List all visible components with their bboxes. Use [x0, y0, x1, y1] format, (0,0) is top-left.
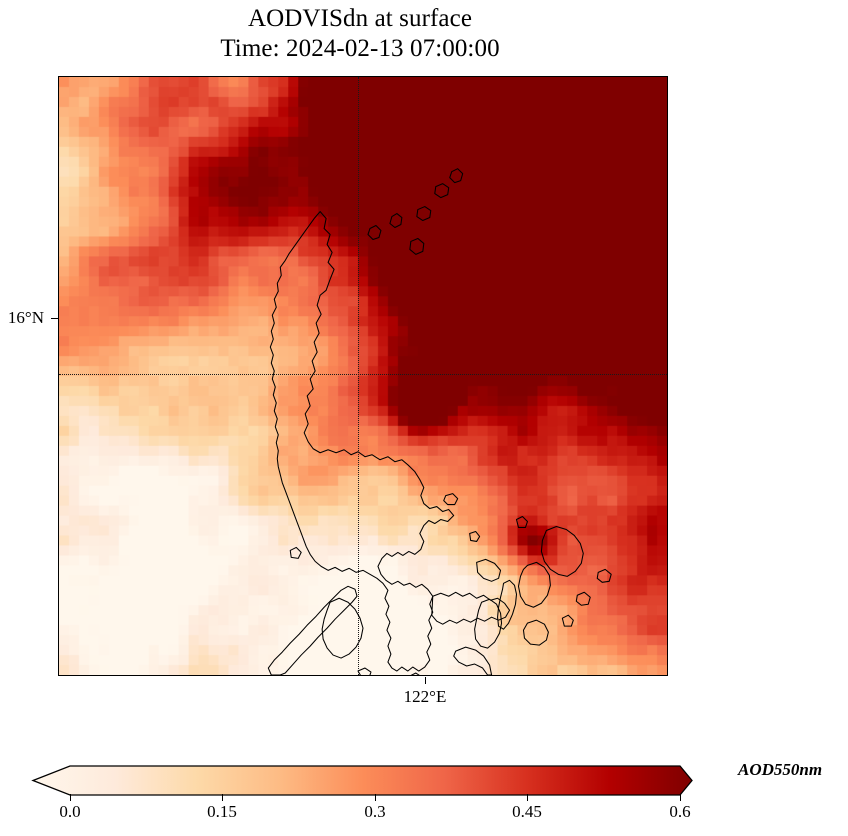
colorbar-tick-label-3: 0.45	[512, 802, 542, 821]
colorbar-tick-label-1: 0.15	[207, 802, 237, 821]
colorbar-tick-label-0: 0.0	[59, 802, 81, 821]
tick-label-longitude-122e: 122°E	[403, 687, 447, 706]
colorbar-tick-2	[375, 794, 376, 801]
colorbar-tick-1	[222, 794, 223, 801]
tick-label-latitude-16n: 16°N	[7, 308, 44, 327]
tick-longitude-122e	[425, 677, 426, 684]
title-line-variable: AODVISdn at surface	[247, 5, 473, 32]
map-axes	[58, 76, 668, 676]
colorbar-tick-4	[680, 794, 681, 801]
aod-raster-layer	[59, 77, 667, 675]
colorbar-tick-3	[527, 794, 528, 801]
colorbar-label: AOD550nm	[738, 760, 823, 779]
colorbar: 0.0 0.15 0.3 0.45 0.6	[0, 752, 848, 836]
colorbar-tick-0	[70, 794, 71, 801]
figure-title: AODVISdn at surface Time: 2024-02-13 07:…	[0, 4, 720, 63]
colorbar-swatch	[31, 765, 693, 796]
title-line-time: Time: 2024-02-13 07:00:00	[220, 34, 500, 62]
colorbar-tick-label-4: 0.6	[669, 802, 691, 821]
tick-latitude-16n	[51, 318, 58, 319]
colorbar-tick-label-2: 0.3	[364, 802, 386, 821]
